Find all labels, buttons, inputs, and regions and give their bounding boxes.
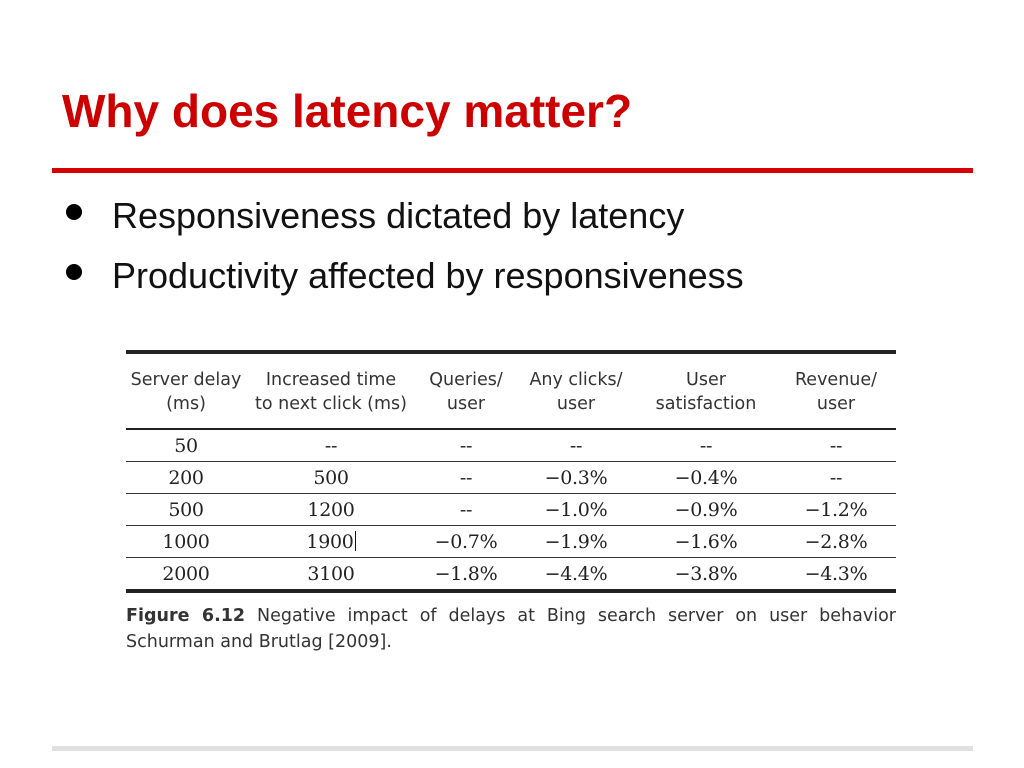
table-cell: 500: [126, 493, 246, 526]
bullet-text: Responsiveness dictated by latency: [112, 195, 685, 236]
table-cell: −4.4%: [516, 557, 636, 593]
table-cell: −1.8%: [416, 557, 516, 593]
table-cell: −1.0%: [516, 493, 636, 526]
cell-text: 1900: [306, 530, 354, 553]
table-header-row: Server delay (ms) Increased time to next c…: [126, 350, 896, 430]
table-cell: −0.7%: [416, 525, 516, 558]
table-row: 1000 1900 −0.7% −1.9% −1.6% −2.8%: [126, 525, 896, 558]
header-increased-time: Increased time to next click (ms): [246, 350, 416, 430]
table-cell: −0.4%: [636, 461, 776, 494]
text-cursor-icon: [354, 530, 356, 551]
table-cell: --: [516, 429, 636, 462]
figure-caption: Figure 6.12 Negative impact of delays at…: [126, 603, 896, 655]
table-cell: −0.9%: [636, 493, 776, 526]
latency-impact-table: Server delay (ms) Increased time to next c…: [126, 350, 896, 593]
table-cell: 200: [126, 461, 246, 494]
slide-title: Why does latency matter?: [62, 85, 633, 137]
table-cell: --: [416, 493, 516, 526]
table-cell: −1.6%: [636, 525, 776, 558]
table-row: 2000 3100 −1.8% −4.4% −3.8% −4.3%: [126, 557, 896, 593]
caption-label: Figure 6.12: [126, 606, 246, 626]
table-cell: --: [776, 429, 896, 462]
bullet-list: Responsiveness dictated by latency Produ…: [66, 192, 744, 312]
bullet-icon: [66, 204, 82, 220]
title-divider: [52, 168, 973, 173]
header-any-clicks: Any clicks/user: [516, 350, 636, 430]
table-cell: --: [246, 429, 416, 462]
header-server-delay: Server delay (ms): [126, 350, 246, 430]
table-cell: 50: [126, 429, 246, 462]
footer-divider: [52, 746, 973, 751]
table-cell: --: [776, 461, 896, 494]
header-user-satisfaction: User satisfaction: [636, 350, 776, 430]
table-cell: −4.3%: [776, 557, 896, 593]
header-revenue: Revenue/user: [776, 350, 896, 430]
caption-text: Negative impact of delays at Bing search…: [126, 606, 896, 652]
table-cell: −1.2%: [776, 493, 896, 526]
table-cell: 500: [246, 461, 416, 494]
table-cell: 3100: [246, 557, 416, 593]
table-row: 500 1200 -- −1.0% −0.9% −1.2%: [126, 493, 896, 526]
table-cell: --: [416, 429, 516, 462]
table-cell: −1.9%: [516, 525, 636, 558]
table-cell: --: [636, 429, 776, 462]
bullet-item: Productivity affected by responsiveness: [66, 252, 744, 312]
table-row: 50 -- -- -- -- --: [126, 429, 896, 462]
table-cell: −2.8%: [776, 525, 896, 558]
table-row: 200 500 -- −0.3% −0.4% --: [126, 461, 896, 494]
bullet-item: Responsiveness dictated by latency: [66, 192, 744, 252]
table-cell: --: [416, 461, 516, 494]
table-cell: 1000: [126, 525, 246, 558]
table-cell: 2000: [126, 557, 246, 593]
header-queries: Queries/user: [416, 350, 516, 430]
table-cell: −0.3%: [516, 461, 636, 494]
table-cell: 1200: [246, 493, 416, 526]
figure: Server delay (ms) Increased time to next c…: [126, 350, 896, 655]
table-cell: 1900: [246, 525, 416, 558]
table-cell: −3.8%: [636, 557, 776, 593]
bullet-icon: [66, 264, 82, 280]
bullet-text: Productivity affected by responsiveness: [112, 255, 744, 296]
